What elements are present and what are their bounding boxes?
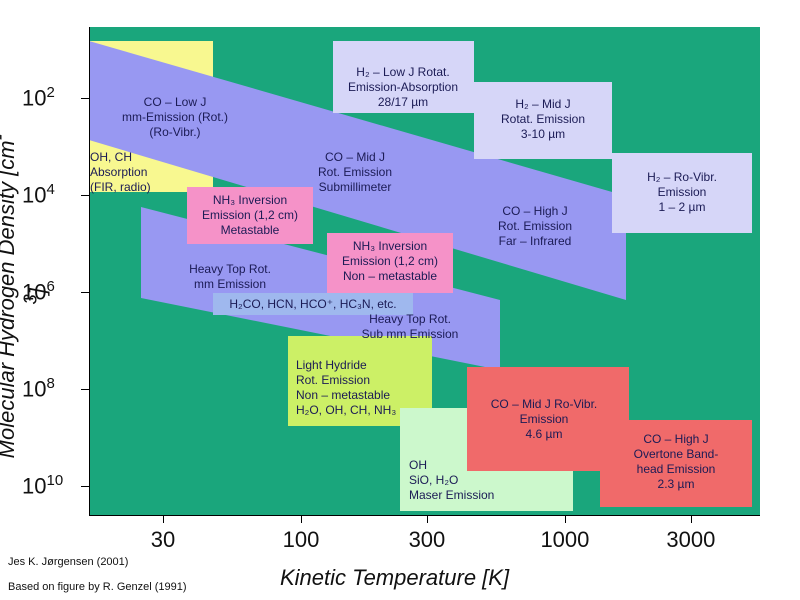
label-h2-mid-j: H₂ – Mid J Rotat. Emission 3-10 µm <box>501 97 585 142</box>
label-line: Rot. Emission <box>296 373 371 387</box>
label-line: 1 – 2 µm <box>658 200 706 214</box>
y-tick <box>81 195 89 196</box>
region-h2-low-j <box>333 41 474 113</box>
label-line: Emission <box>657 185 707 199</box>
label-nh3-non-metastable: NH₃ Inversion Emission (1,2 cm) Non – meta… <box>342 239 438 284</box>
label-line: CO – Mid J Ro-Vibr. <box>490 397 598 411</box>
label-line: Heavy Top Rot. <box>369 312 451 326</box>
label-oh-sio-maser: OH SiO, H₂O Maser Emission <box>409 458 494 503</box>
label-line: CO – High J <box>643 432 709 446</box>
label-oh-ch-absorption: OH, CH Absorption (FIR, radio) <box>90 150 151 195</box>
y-tick-label: 102 <box>22 84 55 111</box>
label-line: Heavy Top Rot. <box>189 262 271 276</box>
label-line: Maser Emission <box>409 488 495 502</box>
credit-author: Jes K. Jørgensen (2001) <box>8 556 129 568</box>
label-line: Emission (1,2 cm) <box>201 208 299 222</box>
credit-source: Based on figure by R. Genzel (1991) <box>8 581 187 593</box>
label-line: 28/17 µm <box>377 95 429 109</box>
label-line: NH₃ Inversion <box>212 193 288 207</box>
label-line: H₂CO, HCN, HCO⁺, HC₃N, etc. <box>229 297 397 311</box>
label-line: Rotat. Emission <box>500 112 586 126</box>
label-line: 2.3 µm <box>657 477 695 491</box>
label-line: mm-Emission (Rot.) <box>121 110 229 124</box>
label-line: NH₃ Inversion <box>352 239 428 253</box>
label-line: Metastable <box>220 223 280 237</box>
label-line: (FIR, radio) <box>90 180 151 194</box>
label-line: mm Emission <box>193 277 267 291</box>
label-line: CO – Mid J <box>324 150 385 164</box>
region-co-low-j <box>89 41 626 300</box>
y-tick <box>81 98 89 99</box>
x-tick <box>426 515 428 523</box>
label-line: SiO, H₂O <box>409 473 459 487</box>
x-tick <box>163 515 164 523</box>
label-line: Emission <box>519 412 569 426</box>
y-tick <box>81 486 89 487</box>
x-tick <box>564 515 566 523</box>
label-co-high-j-overtone: CO – High J Overtone Band-head Emission 2.… <box>634 432 719 492</box>
label-line: Far – Infrared <box>498 234 572 248</box>
label-line: Non – metastable <box>296 388 391 402</box>
region-nh3-metastable <box>187 187 313 244</box>
label-co-high-j: CO – High J Rot. Emission Far – Infrared <box>498 204 572 249</box>
label-line: Sub mm Emission <box>361 327 459 341</box>
label-line: 3-10 µm <box>520 127 566 141</box>
x-tick-label: 30 <box>150 527 176 552</box>
label-light-hydride: Light Hydride Rot. Emission Non – metastab… <box>296 358 396 418</box>
label-line: Light Hydride <box>296 358 367 372</box>
label-line: CO – High J <box>502 204 568 218</box>
region-heavy-top-molecules <box>213 293 413 315</box>
x-tick <box>301 515 302 523</box>
x-tick <box>690 515 692 523</box>
label-line: OH <box>409 458 427 472</box>
label-co-mid-j: CO – Mid J Rot. Emission Submillimeter <box>318 150 392 195</box>
label-line: OH, CH <box>90 150 132 164</box>
label-line: Overtone Band- <box>633 447 719 461</box>
label-line: Rot. Emission <box>317 165 393 179</box>
label-co-mid-j-ro-vibr: CO – Mid J Ro-Vibr. Emission 4.6 µm <box>491 397 597 442</box>
x-axis-line <box>89 515 760 516</box>
label-h2-ro-vibr: H₂ – Ro-Vibr. Emission 1 – 2 µm <box>647 170 717 215</box>
label-line: head Emission <box>636 462 716 476</box>
y-tick-label: 108 <box>22 375 55 402</box>
label-line: H₂O, OH, CH, NH₃ <box>296 403 397 417</box>
y-tick <box>81 292 89 293</box>
y-tick-label: 1010 <box>22 472 64 499</box>
label-heavy-top-submm: Heavy Top Rot. Sub mm Emission <box>362 312 459 342</box>
label-nh3-metastable: NH₃ Inversion Emission (1,2 cm) Metastable <box>202 193 298 238</box>
label-line: H₂ – Ro-Vibr. <box>647 170 717 184</box>
label-line: Submillimeter <box>318 180 392 194</box>
region-heavy-top-mm <box>141 207 500 370</box>
label-line: (Ro-Vibr.) <box>149 125 201 139</box>
region-nh3-non-metastable <box>327 233 453 293</box>
y-tick <box>81 389 89 390</box>
label-heavy-top-molecules: H₂CO, HCN, HCO⁺, HC₃N, etc. <box>229 297 396 312</box>
region-h2-ro-vibr <box>612 153 752 233</box>
y-tick-label: 106 <box>22 278 55 305</box>
label-line: Absorption <box>90 165 148 179</box>
label-line: Emission (1,2 cm) <box>341 254 439 268</box>
label-line: CO – Low J <box>143 95 207 109</box>
x-axis-label: Kinetic Temperature [K] <box>280 565 510 590</box>
label-line: H₂ – Mid J <box>515 97 571 111</box>
label-line: Emission-Absorption <box>347 80 459 94</box>
x-tick-label: 1000 <box>540 527 590 552</box>
label-line: Rot. Emission <box>497 219 573 233</box>
x-tick-label: 300 <box>408 527 446 552</box>
region-co-high-j-overtone <box>600 420 752 507</box>
region-h2-mid-j <box>474 82 612 159</box>
label-line: Non – metastable <box>342 269 438 283</box>
label-line: H₂ – Low J Rotat. <box>356 65 450 79</box>
y-axis-line <box>89 27 90 515</box>
label-heavy-top-mm: Heavy Top Rot. mm Emission <box>189 262 271 292</box>
y-tick-label: 104 <box>22 181 55 208</box>
label-line: 4.6 µm <box>525 427 563 441</box>
x-tick-label: 100 <box>282 527 320 552</box>
label-h2-low-j: H₂ – Low J Rotat. Emission-Absorption 28/1… <box>348 65 458 110</box>
x-tick-label: 3000 <box>666 527 716 552</box>
